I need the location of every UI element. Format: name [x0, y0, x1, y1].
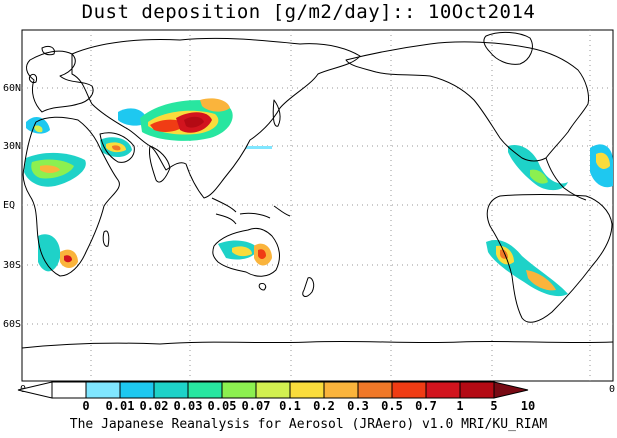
colorbar-boxes	[17, 381, 529, 399]
colorbar-tick-label: 0.5	[381, 399, 403, 413]
colorbar-tick-labels: 0 0.01 0.02 0.03 0.05 0.07 0.1 0.2 0.3 0.5 0.7 1 5 10	[82, 399, 535, 413]
colorbar-box	[425, 381, 461, 399]
lat-label-60n: 60N	[3, 83, 21, 94]
map-title: Dust deposition [g/m2/day]:: 10Oct2014	[81, 1, 536, 23]
colorbar-tick-label: 0.7	[415, 399, 437, 413]
colorbar-tick-label: 10	[521, 399, 535, 413]
latitude-labels: 60N 30N EQ 30S 60S	[3, 83, 21, 330]
colorbar-box	[289, 381, 325, 399]
colorbar-box	[85, 381, 121, 399]
colorbar-box	[357, 381, 393, 399]
lat-label-eq: EQ	[3, 200, 15, 211]
dust-deposition-field	[24, 98, 613, 297]
colorbar-box	[153, 381, 189, 399]
colorbar-tick-label: 1	[456, 399, 463, 413]
colorbar-box	[459, 381, 495, 399]
colorbar-box	[255, 381, 291, 399]
colorbar-end-right: 0	[609, 384, 615, 395]
lat-label-60s: 60S	[3, 319, 21, 330]
lat-label-30s: 30S	[3, 260, 21, 271]
colorbar-tick-label: 0.02	[140, 399, 169, 413]
colorbar-box	[51, 381, 87, 399]
colorbar-box	[323, 381, 359, 399]
colorbar-arrow-right	[493, 381, 529, 399]
colorbar-tick-label: 0.05	[208, 399, 237, 413]
colorbar-tick-label: 0.2	[313, 399, 335, 413]
colorbar-tick-label: 0	[82, 399, 89, 413]
colorbar-box	[187, 381, 223, 399]
colorbar-box	[119, 381, 155, 399]
colorbar-box	[391, 381, 427, 399]
colorbar-box	[221, 381, 257, 399]
colorbar: 0 0 0 0.01 0.02 0.03 0.05 0.07 0.1 0.2 0.3 0.5 0.7…	[17, 381, 615, 413]
map-footer: The Japanese Reanalysis for Aerosol (JRA…	[69, 417, 548, 432]
coastlines	[21, 31, 614, 349]
colorbar-tick-label: 0.3	[347, 399, 369, 413]
colorbar-tick-label: 0.07	[242, 399, 271, 413]
colorbar-tick-label: 0.01	[106, 399, 135, 413]
colorbar-tick-label: 0.03	[174, 399, 203, 413]
colorbar-tick-label: 5	[490, 399, 497, 413]
colorbar-tick-label: 0.1	[279, 399, 301, 413]
graticule	[22, 30, 613, 381]
lat-label-30n: 30N	[3, 141, 21, 152]
